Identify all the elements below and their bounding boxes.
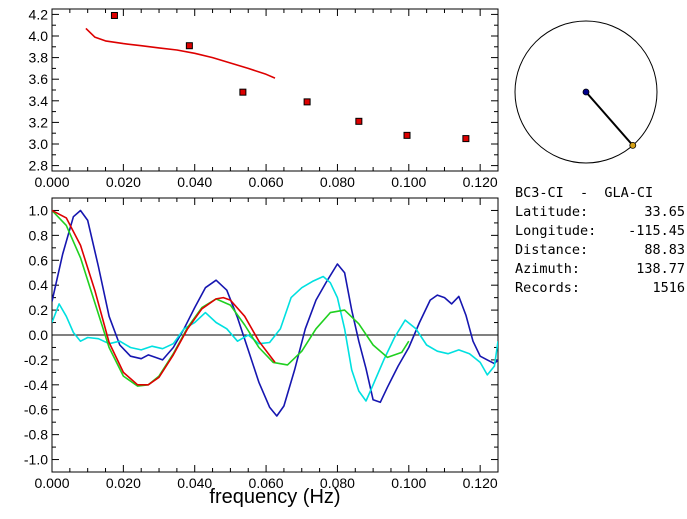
x-tick-label: 0.120	[463, 475, 498, 491]
y-tick-label: 0.8	[29, 227, 49, 243]
x-tick-label: 0.020	[106, 174, 141, 190]
y-tick-label: 4.2	[29, 6, 49, 22]
y-tick-label: -0.6	[24, 402, 48, 418]
info-row-latitude: Latitude: 33.65	[515, 203, 685, 222]
info-row-longitude: Longitude: -115.45	[515, 222, 685, 241]
y-tick-label: 3.8	[29, 50, 49, 66]
y-tick-label: 0.4	[29, 277, 49, 293]
azimuth-compass	[514, 20, 658, 164]
data-point	[110, 11, 118, 19]
info-row-distance: Distance: 88.83	[515, 241, 685, 260]
y-tick-label: 3.6	[29, 71, 49, 87]
compass-circle	[514, 20, 658, 164]
y-tick-label: 3.4	[29, 93, 49, 109]
x-tick-label: 0.020	[106, 475, 141, 491]
y-tick-label: 3.2	[29, 114, 49, 130]
y-tick-label: 3.0	[29, 136, 49, 152]
x-tick-label: 0.100	[391, 174, 426, 190]
y-tick-label: -0.4	[24, 377, 48, 393]
info-value: 138.77	[636, 261, 685, 277]
x-tick-label: 0.040	[177, 174, 212, 190]
y-tick-label: 0.0	[29, 327, 49, 343]
x-tick-label: 0.100	[391, 475, 426, 491]
data-point	[239, 88, 247, 96]
info-value: 88.83	[644, 242, 685, 258]
x-tick-label: 0.000	[34, 174, 69, 190]
y-tick-label: -0.8	[24, 427, 48, 443]
x-tick-label: 0.040	[177, 475, 212, 491]
series-line-0	[52, 209, 498, 417]
coherence-plot: 0.000 0.020 0.040 0.060 0.080 0.100 0.120 1.0 0.…	[24, 197, 499, 491]
azimuth-line	[585, 91, 634, 147]
plot-frame	[51, 8, 499, 172]
y-tick-label: 1.0	[29, 202, 49, 218]
y-tick-label: 0.2	[29, 302, 49, 318]
y-tick-label: 2.8	[29, 158, 49, 174]
data-point	[403, 131, 411, 139]
info-label: Records:	[515, 280, 581, 296]
station-center-dot	[582, 88, 590, 96]
data-point	[303, 98, 311, 106]
info-label: Azimuth:	[515, 261, 581, 277]
series-line-3	[52, 209, 276, 386]
station-end-dot	[629, 141, 637, 149]
station-info-panel: BC3-CI - GLA-CI Latitude: 33.65 Longitud…	[515, 184, 685, 298]
station-pair-title: BC3-CI - GLA-CI	[515, 185, 654, 201]
y-tick-label: -0.2	[24, 352, 48, 368]
series-line-2	[52, 209, 410, 387]
x-tick-label: 0.120	[463, 174, 498, 190]
data-point	[185, 42, 193, 50]
info-row-azimuth: Azimuth: 138.77	[515, 260, 685, 279]
y-tick-label: 4.0	[29, 28, 49, 44]
x-tick-label: 0.060	[249, 174, 284, 190]
x-tick-label: 0.080	[320, 475, 355, 491]
series-line-1	[52, 275, 498, 402]
info-value: 33.65	[644, 204, 685, 220]
y-tick-label: 0.6	[29, 252, 49, 268]
x-tick-label: 0.080	[320, 174, 355, 190]
x-tick-label: 0.000	[34, 475, 69, 491]
info-row-records: Records: 1516	[515, 279, 685, 298]
info-value: -115.45	[628, 223, 685, 239]
x-axis-title: frequency (Hz)	[209, 486, 340, 508]
data-point	[462, 135, 470, 143]
series-line-1	[85, 27, 276, 79]
data-point	[355, 117, 363, 125]
phase-velocity-plot: 0.000 0.020 0.040 0.060 0.080 0.100 0.120 2.8 3.…	[29, 6, 499, 190]
info-value: 1516	[652, 280, 685, 296]
info-label: Distance:	[515, 242, 589, 258]
y-tick-label: -1.0	[24, 452, 48, 468]
info-label: Longitude:	[515, 223, 597, 239]
x-tick-label: 0.060	[249, 475, 284, 491]
info-label: Latitude:	[515, 204, 589, 220]
